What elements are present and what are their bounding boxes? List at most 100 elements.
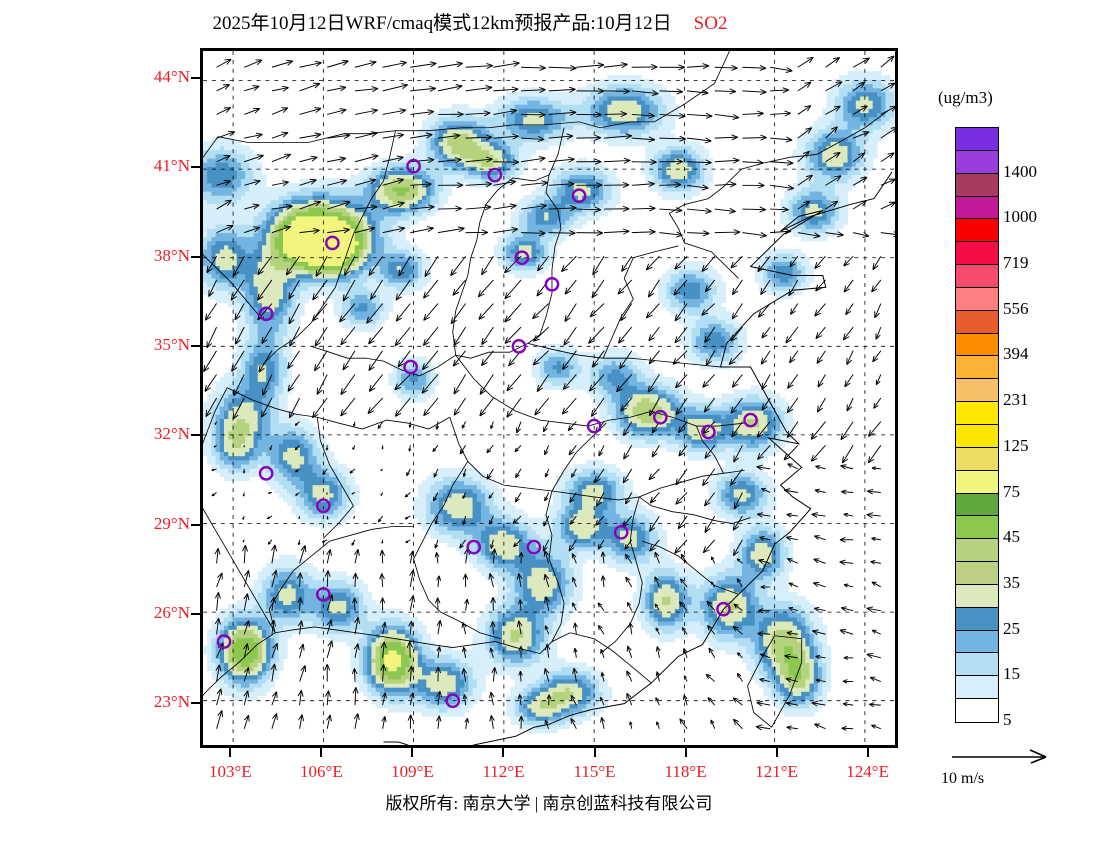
- wind-scale-label: 10 m/s: [941, 770, 985, 787]
- city-marker: [586, 418, 602, 434]
- lon-tick-mark: [411, 748, 414, 757]
- city-marker: [701, 424, 716, 440]
- lat-tick-mark: [191, 523, 200, 526]
- lat-tick-label: 26°N: [153, 602, 190, 622]
- colorbar-tick-label: 556: [1003, 298, 1029, 318]
- lat-tick-label: 23°N: [153, 692, 190, 712]
- city-marker: [445, 693, 461, 709]
- lon-tick-label: 124°E: [846, 762, 889, 781]
- colorbar-band: [956, 150, 998, 174]
- chart-title-text: 2025年10月12日WRF/cmaq模式12km预报产品:10月12日: [212, 13, 672, 34]
- city-marker: [406, 158, 421, 174]
- colorbar-band: [956, 128, 998, 151]
- colorbar-band: [956, 584, 998, 608]
- city-marker: [743, 412, 758, 428]
- colorbar-tick-label: 25: [1003, 618, 1020, 638]
- colorbar-tick-label: 719: [1003, 253, 1029, 273]
- colorbar-band: [956, 379, 998, 403]
- wind-arrow-icon: [952, 749, 1047, 764]
- colorbar-tick-label: 35: [1003, 572, 1020, 592]
- colorbar-band: [956, 287, 998, 311]
- city-marker: [716, 601, 731, 617]
- city-marker: [652, 409, 668, 425]
- colorbar-band: [956, 516, 998, 540]
- colorbar-tick-label: 125: [1003, 435, 1029, 455]
- colorbar-tick-label: 5: [1003, 710, 1012, 729]
- lat-tick-mark: [191, 166, 200, 169]
- lon-tick-label: 103°E: [209, 762, 252, 781]
- colorbar-band: [956, 607, 998, 631]
- lat-tick-mark: [191, 344, 200, 347]
- lon-tick-mark: [320, 748, 323, 757]
- map-boundaries: [203, 51, 893, 745]
- lon-tick-label: 118°E: [664, 762, 707, 781]
- colorbar-band: [956, 333, 998, 357]
- lat-tick-label: 44°N: [153, 66, 190, 86]
- lon-tick-label: 106°E: [300, 762, 343, 781]
- lat-tick-mark: [191, 702, 200, 705]
- colorbar-band: [956, 493, 998, 517]
- lon-tick-mark: [502, 748, 505, 757]
- city-marker: [466, 539, 482, 555]
- colorbar-tick-label: 1000: [1003, 207, 1037, 227]
- colorbar-band: [956, 653, 998, 677]
- map-plot-area: [200, 48, 898, 748]
- colorbar-band: [956, 539, 998, 563]
- colorbar-tick-labels: 1400 1000 719 556 394 231 125 75 45 35 25 15 5: [1003, 127, 1093, 729]
- lat-tick-mark: [191, 434, 200, 437]
- colorbar-band: [956, 447, 998, 471]
- colorbar-band: [956, 356, 998, 380]
- city-marker: [514, 250, 530, 266]
- city-marker: [216, 634, 232, 649]
- colorbar-band: [956, 310, 998, 334]
- colorbar-band: [956, 402, 998, 425]
- colorbar-band: [956, 219, 998, 243]
- copyright-footer: 版权所有: 南京大学 | 南京创蓝科技有限公司: [385, 794, 713, 813]
- colorbar-tick-label: 1400: [1003, 161, 1037, 181]
- concentration-field: [203, 71, 895, 734]
- colorbar-band: [956, 173, 998, 197]
- lon-tick-mark: [866, 748, 869, 757]
- city-markers: [216, 158, 758, 709]
- city-marker: [316, 498, 331, 514]
- lon-tick-label: 115°E: [573, 762, 616, 781]
- lat-tick-mark: [191, 76, 200, 79]
- wind-scale-legend: 10 m/s: [941, 748, 1080, 787]
- colorbar-tick-label: 45: [1003, 527, 1020, 547]
- lat-tick-label: 32°N: [153, 424, 190, 444]
- lat-tick-label: 41°N: [153, 156, 190, 176]
- colorbar-tick-label: 15: [1003, 664, 1020, 684]
- wind-vectors: [203, 55, 895, 731]
- lon-tick-mark: [229, 748, 232, 757]
- city-marker: [258, 466, 274, 481]
- lat-tick-label: 29°N: [153, 513, 190, 533]
- colorbar-band: [956, 424, 998, 448]
- species-label: SO2: [693, 13, 728, 34]
- colorbar-band: [956, 470, 998, 494]
- lat-tick-label: 35°N: [153, 334, 190, 354]
- map-svg: [203, 51, 895, 745]
- city-marker: [511, 339, 527, 354]
- colorbar-tick-label: 394: [1003, 344, 1029, 364]
- colorbar-band: [956, 676, 998, 700]
- city-marker: [487, 167, 503, 183]
- colorbar-tick-label: 75: [1003, 481, 1020, 501]
- colorbar-band: [956, 630, 998, 654]
- city-marker: [571, 188, 587, 204]
- colorbar-band: [956, 562, 998, 585]
- lon-tick-mark: [684, 748, 687, 757]
- lon-tick-mark: [775, 748, 778, 757]
- lon-tick-label: 109°E: [391, 762, 434, 781]
- city-marker: [526, 539, 542, 555]
- lon-tick-label: 121°E: [755, 762, 798, 781]
- colorbar-band: [956, 196, 998, 220]
- colorbar: [955, 127, 999, 723]
- colorbar-band: [956, 265, 998, 288]
- city-marker: [544, 276, 560, 292]
- city-marker: [403, 359, 418, 375]
- lat-tick-label: 38°N: [153, 245, 190, 265]
- lat-tick-mark: [191, 255, 200, 258]
- colorbar-units-label: (ug/m3): [938, 88, 993, 107]
- colorbar-band: [956, 242, 998, 266]
- chart-title: 2025年10月12日WRF/cmaq模式12km预报产品:10月12日 SO2: [0, 8, 940, 35]
